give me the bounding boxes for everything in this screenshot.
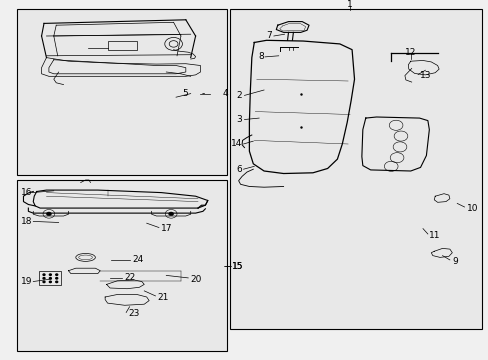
Bar <box>107 41 137 50</box>
Text: 13: 13 <box>419 71 430 80</box>
Text: 3: 3 <box>236 115 242 124</box>
Circle shape <box>56 281 58 283</box>
Text: 23: 23 <box>128 309 139 318</box>
Text: 12: 12 <box>404 48 416 57</box>
Circle shape <box>43 278 45 279</box>
Text: 16: 16 <box>20 188 32 197</box>
Text: 21: 21 <box>157 292 168 302</box>
Text: 2: 2 <box>236 91 242 100</box>
Circle shape <box>43 274 45 275</box>
Text: 14: 14 <box>230 139 242 148</box>
Circle shape <box>43 281 45 283</box>
Text: 7: 7 <box>265 31 271 40</box>
Text: 10: 10 <box>466 204 478 213</box>
Text: 8: 8 <box>258 52 264 61</box>
Text: 17: 17 <box>161 224 173 233</box>
Circle shape <box>49 278 51 279</box>
Text: 4: 4 <box>222 89 228 98</box>
Circle shape <box>49 281 51 283</box>
Text: 19: 19 <box>20 277 32 286</box>
Text: 11: 11 <box>428 231 440 240</box>
Bar <box>229 9 481 329</box>
Circle shape <box>56 274 58 275</box>
Circle shape <box>56 278 58 279</box>
Text: 15: 15 <box>232 262 244 271</box>
Text: 6: 6 <box>236 165 242 174</box>
Text: 15: 15 <box>232 262 244 271</box>
Text: 18: 18 <box>20 217 32 226</box>
Circle shape <box>46 212 51 216</box>
Text: 5: 5 <box>182 89 188 98</box>
Circle shape <box>49 274 51 275</box>
Text: 20: 20 <box>190 274 202 284</box>
Text: 9: 9 <box>451 256 457 265</box>
Text: 22: 22 <box>124 274 136 282</box>
Text: 24: 24 <box>132 256 143 264</box>
Text: 1: 1 <box>346 0 352 9</box>
Circle shape <box>168 212 173 216</box>
Text: -: - <box>201 89 204 98</box>
Bar <box>39 271 61 285</box>
Bar <box>17 180 227 351</box>
Bar <box>17 9 227 175</box>
